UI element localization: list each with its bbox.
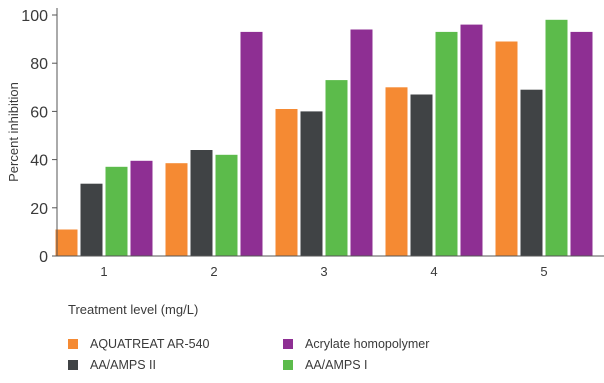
y-tick-label: 20 [30, 201, 48, 218]
bar-4-2 [240, 31, 263, 257]
legend-item: Acrylate homopolymer [283, 337, 429, 351]
legend-item: AQUATREAT AR-540 [68, 337, 209, 351]
y-tick-label: 60 [30, 104, 48, 121]
x-tick-label: 4 [430, 264, 437, 279]
bar-4-1 [130, 160, 153, 256]
bar-chart: 0 20 40 60 80 100 1 2 3 4 5 Percent inhibition [6, 8, 604, 279]
legend-label: AA/AMPS II [90, 358, 156, 372]
bars-group [55, 19, 593, 257]
bar-1-1 [55, 229, 78, 256]
bar-1-3 [275, 109, 298, 256]
bar-1-2 [165, 163, 188, 256]
bar-3-5 [545, 19, 568, 256]
legend-item: AA/AMPS II [68, 358, 156, 372]
bar-3-4 [435, 31, 458, 257]
bar-4-5 [570, 31, 593, 257]
x-tick-group: 1 2 3 4 5 [100, 264, 547, 279]
legend-swatch [68, 339, 78, 349]
bar-2-1 [80, 183, 103, 256]
chart-legend: AQUATREAT AR-540 Acrylate homopolymer AA/A… [68, 337, 588, 381]
y-tick-label: 40 [30, 153, 48, 170]
bar-2-5 [520, 89, 543, 256]
x-tick-label: 3 [320, 264, 327, 279]
x-tick-label: 5 [540, 264, 547, 279]
legend-label: AA/AMPS I [305, 358, 368, 372]
legend-item: AA/AMPS I [283, 358, 368, 372]
bar-1-5 [495, 41, 518, 256]
legend-swatch [283, 339, 293, 349]
y-axis-title: Percent inhibition [6, 82, 21, 182]
y-tick-label: 0 [39, 249, 48, 266]
legend-swatch [68, 360, 78, 370]
bar-2-4 [410, 94, 433, 256]
y-tick-label: 100 [21, 8, 48, 25]
legend-swatch [283, 360, 293, 370]
x-tick-label: 2 [210, 264, 217, 279]
x-tick-label: 1 [100, 264, 107, 279]
legend-label: Acrylate homopolymer [305, 337, 430, 351]
bar-3-3 [325, 80, 348, 256]
bar-4-3 [350, 29, 373, 256]
bar-1-4 [385, 87, 408, 256]
bar-3-2 [215, 154, 238, 256]
y-tick-group: 0 20 40 60 80 100 [21, 8, 57, 266]
bar-2-3 [300, 111, 323, 257]
x-axis-title: Treatment level (mg/L) [68, 302, 199, 317]
y-tick-label: 80 [30, 56, 48, 73]
bar-4-4 [460, 24, 483, 256]
legend-label: AQUATREAT AR-540 [90, 337, 210, 351]
bar-3-1 [105, 166, 128, 256]
bar-2-2 [190, 150, 213, 256]
